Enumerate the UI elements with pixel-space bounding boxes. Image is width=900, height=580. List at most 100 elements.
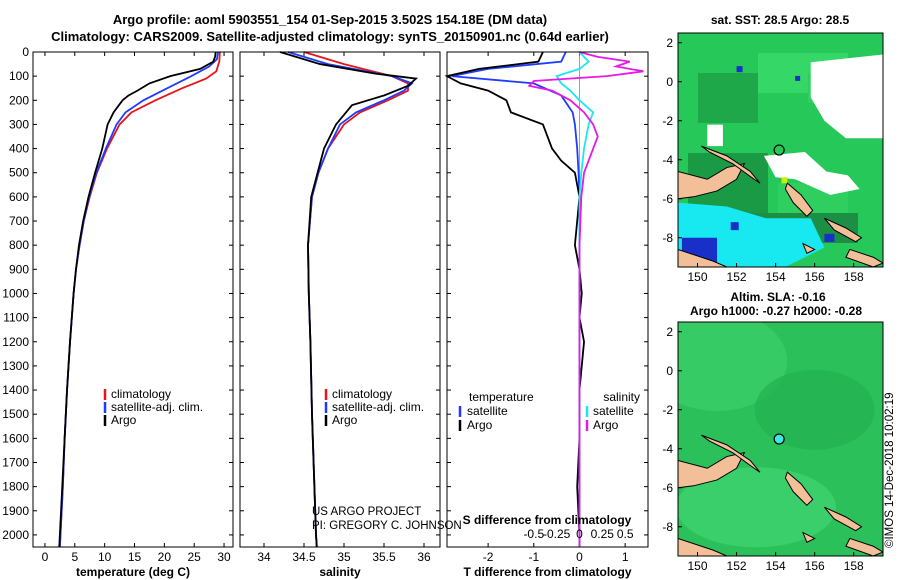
x-tick-label: 1 [622,550,629,564]
x-tick-label: 150 [688,559,708,573]
x-tick-label: 152 [727,270,747,284]
y-tick-label: 0 [666,364,673,378]
y-tick-label: -4 [662,442,673,456]
series-line [527,51,644,547]
series-line [58,51,219,548]
x-tick-label: -1 [528,550,539,564]
x-tick-label: 158 [844,559,864,573]
x-tick-label: 20 [158,550,172,564]
series-line [58,51,217,548]
y-tick-label: 1800 [2,480,29,494]
cloud-mask [707,124,723,147]
x-tick-label: 25 [188,550,202,564]
y-tick-label: -4 [662,153,673,167]
sst-patch [698,73,758,123]
map-content [678,322,883,556]
y-tick-label: 500 [9,166,29,180]
x-tick-label: 15 [128,550,142,564]
top-tick-label: 0.5 [617,527,634,541]
blue-sst [736,66,743,73]
x-axis-label: T difference from climatology [463,565,631,579]
y-tick-label: 1200 [2,335,29,349]
credit-pi: PI: GREGORY C. JOHNSON [312,520,462,532]
y-tick-label: 700 [9,214,29,228]
figure-title-line1: Argo profile: aoml 5903551_154 01-Sep-20… [112,12,548,27]
sla-map-title-2: Argo h1000: -0.27 h2000: -0.28 [690,304,862,318]
land-mass [824,506,863,532]
land-mass [678,162,746,200]
y-tick-label: 1100 [3,311,29,325]
y-tick-label: 1700 [2,455,29,469]
y-tick-label: 1900 [2,504,29,518]
x-tick-label: 150 [688,270,708,284]
series-line [451,51,581,547]
x-tick-label: -2 [483,550,494,564]
legend-label: climatology [332,387,392,401]
series-line [444,51,585,547]
y-tick-label: 1500 [2,407,29,421]
sla-map-title-1: Altim. SLA: -0.16 [730,290,826,304]
y-tick-label: 0 [22,45,29,59]
y-tick-label: 600 [9,190,29,204]
imos-credit: ©IMOS 14-Dec-2018 10:02:19 [884,392,896,548]
land-mass [824,217,863,243]
y-tick-label: 0 [666,75,673,89]
credit-project: US ARGO PROJECT [312,506,421,518]
x-axis-label: temperature (deg C) [76,565,190,579]
legend-label: satellite [593,404,634,418]
land-mass [801,242,816,255]
series-line [287,51,414,548]
profile-panel-salinity: 34 34.5 35 35.5 36 salinity climatologysatelli… [239,51,462,579]
y-tick-label: 100 [9,69,29,83]
y-tick-label: -8 [662,520,673,534]
cloud-mask [763,151,860,195]
y-tick-label: 2 [666,325,673,339]
x-tick-label: 35.5 [372,550,396,564]
legend-label: satellite [467,404,508,418]
land-mass [701,145,761,184]
x-tick-label: 156 [805,559,825,573]
top-axis-label: S difference from climatology [463,513,632,527]
x-tick-label: 34 [257,550,271,564]
top-tick-label: -0.5 [523,527,544,541]
figure-title-line2: Climatology: CARS2009. Satellite-adjuste… [51,29,609,44]
y-tick-label: 800 [9,238,29,252]
legend-label: Argo [467,418,493,432]
legend-title-temperature: temperature [469,390,534,404]
map-sla-map: 150 152 154 156 158 2 0 -2 -4 -6 -8 [662,321,884,573]
map-content [678,33,883,267]
series-line [279,51,419,548]
land-mass [784,471,814,507]
x-tick-label: 36 [417,550,431,564]
x-tick-label: 35 [337,550,351,564]
y-tick-label: 1000 [2,286,29,300]
x-tick-label: 0 [576,550,583,564]
yellow-sst [781,177,788,184]
x-tick-label: 34.5 [292,550,316,564]
legend-title-salinity: salinity [603,390,640,404]
legend-label: climatology [111,387,171,401]
x-tick-label: 156 [805,270,825,284]
y-tick-label: 200 [9,93,29,107]
legend-label: satellite-adj. clim. [332,400,424,414]
x-tick-label: 152 [727,559,747,573]
y-tick-label: 900 [9,262,29,276]
land-mass [784,182,814,218]
y-tick-label: 1600 [2,431,29,445]
float-marker [773,433,785,445]
y-tick-label: 2 [666,36,673,50]
y-tick-label: 1400 [2,383,29,397]
legend-label: Argo [332,413,358,427]
map-sst-map: 150 152 154 156 158 2 0 -2 -4 -6 -8 [662,32,884,284]
sla-patch [754,369,875,450]
land-mass [845,248,883,267]
y-tick-label: -8 [662,231,673,245]
x-tick-label: 0 [42,550,49,564]
legend-label: Argo [593,418,619,432]
sla-patch [678,322,788,411]
blue-sst [795,75,801,81]
land-mass [701,434,761,473]
cloud-mask [810,54,883,139]
blue-sst [824,233,835,242]
